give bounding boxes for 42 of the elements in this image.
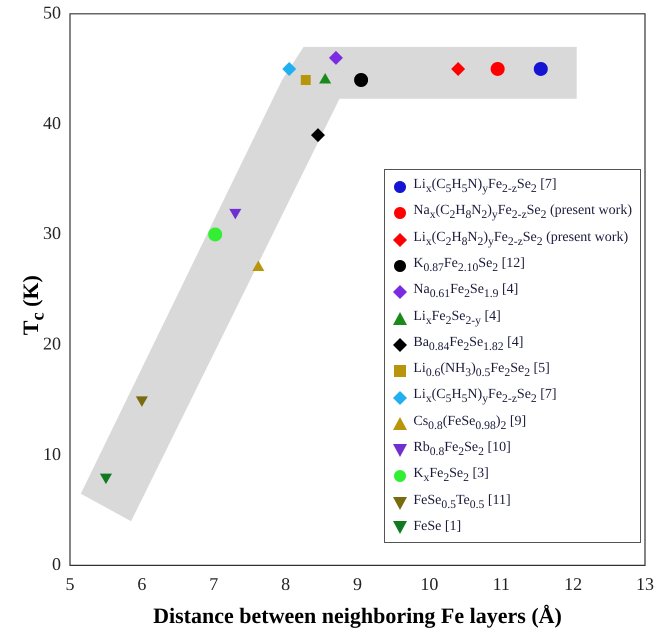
x-tick-label: 7 — [209, 574, 218, 594]
legend-label: Na$_{0.61}$Fe$_{2}$Se$_{1.9}$ [4] — [413, 281, 518, 302]
point — [229, 208, 242, 220]
x-tick-label: 12 — [564, 574, 582, 594]
y-tick-label: 10 — [43, 444, 61, 464]
x-tick-label: 5 — [66, 574, 74, 594]
x-tick-label: 9 — [353, 574, 362, 594]
text: Li$_{x}$(C$_{5}$H$_{5}$N)$_{y}$Fe$_{2-z}$Se$_{2}$ [7] — [413, 177, 557, 195]
point — [136, 396, 148, 407]
legend-label: Li$_{x}$Fe$_{2}$Se$_{2-y}$ [4] — [413, 308, 501, 328]
legend-label: FeSe$_{0.5}$Te$_{0.5}$ [11] — [413, 492, 511, 512]
point — [534, 62, 548, 76]
y-tick-label: 0 — [52, 554, 61, 574]
legend-label: FeSe [1] — [413, 518, 462, 536]
x-tick-label: 10 — [420, 574, 438, 594]
x-tick-label: 13 — [636, 574, 654, 594]
point — [328, 50, 343, 65]
x-tick-label: 11 — [492, 574, 510, 594]
legend-label: K$_{0.87}$Fe$_{2.10}$Se$_{2}$ [12] — [413, 254, 525, 276]
legend-label: Ba$_{0.84}$Fe$_{2}$Se$_{1.82}$ [4] — [413, 334, 524, 355]
y-tick-label: 30 — [43, 223, 61, 244]
point — [282, 62, 296, 76]
legend-label: K$_{x}$Fe$_{2}$Se$_{2}$ [3] — [413, 465, 489, 486]
text: Na$_{x}$(C$_{2}$H$_{8}$N$_{2}$)$_{y}$Fe$_{2-z}$Se$_{2}$ (present work) — [413, 203, 632, 222]
point — [300, 75, 311, 85]
x-tick-label: 6 — [137, 574, 146, 594]
point — [354, 72, 368, 87]
text: Li$_{0.6}$(NH$_{3}$)$_{0.5}$Fe$_{2}$Se$_{2}$ [5] — [413, 361, 550, 379]
text: Li$_{x}$(C$_{2}$H$_{8}$N$_{2}$)$_{y}$Fe$_{2-z}$Se$_{2}$ (present work) — [413, 230, 628, 248]
text: Li$_{x}$(C$_{5}$H$_{5}$N)$_{y}$Fe$_{2-z}$Se$_{2}$ [7] — [413, 387, 557, 406]
y-tick-label: 20 — [43, 333, 61, 354]
point — [451, 62, 466, 76]
point — [100, 474, 112, 484]
x-axis-title: Distance between neighboring Fe layers (Å) — [152, 603, 563, 629]
legend-label: Cs$_{0.8}$(FeSe$_{0.98}$)$_{2}$ [9] — [413, 412, 526, 434]
point — [310, 128, 325, 142]
y-tick-label: 40 — [43, 112, 61, 133]
x-tick-label: 8 — [281, 574, 290, 594]
y-tick-label: 50 — [43, 2, 61, 23]
legend-label: Rb$_{0.8}$Fe$_{2}$Se$_{2}$ [10] — [413, 439, 511, 460]
point — [490, 62, 505, 76]
point — [208, 227, 222, 242]
